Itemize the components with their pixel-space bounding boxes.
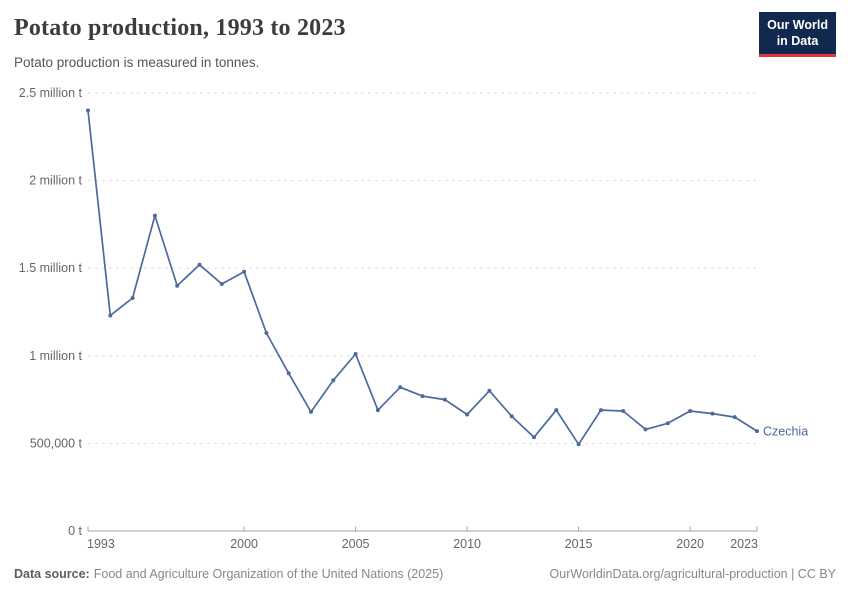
chart-subtitle: Potato production is measured in tonnes. — [14, 55, 260, 70]
owid-logo-line1: Our World — [767, 18, 828, 32]
y-tick-label: 500,000 t — [30, 436, 83, 450]
data-point[interactable] — [442, 397, 447, 402]
data-point[interactable] — [710, 411, 715, 416]
data-point[interactable] — [152, 213, 157, 218]
data-point[interactable] — [755, 429, 759, 434]
owid-logo[interactable]: Our World in Data — [759, 12, 836, 57]
x-tick-label: 2000 — [230, 537, 258, 551]
x-axis: 1993 2000 2005 2010 2015 2020 2023 — [87, 526, 758, 551]
y-tick-label: 2.5 million t — [19, 86, 83, 100]
x-tick-label: 1993 — [87, 537, 115, 551]
data-point[interactable] — [554, 408, 559, 413]
data-point[interactable] — [242, 269, 247, 274]
x-tick-label: 2010 — [453, 537, 481, 551]
y-tick-label: 2 million t — [29, 174, 82, 188]
data-point[interactable] — [353, 352, 358, 356]
data-source-text: Food and Agriculture Organization of the… — [93, 567, 444, 581]
y-tick-label: 0 t — [68, 524, 82, 538]
data-point[interactable] — [197, 262, 202, 267]
data-point[interactable] — [732, 415, 737, 420]
chart-footer: Data source: Food and Agriculture Organiz… — [14, 567, 836, 581]
data-point[interactable] — [86, 108, 90, 113]
x-tick-label: 2023 — [730, 537, 758, 551]
data-point[interactable] — [398, 385, 403, 390]
data-point[interactable] — [532, 435, 536, 440]
data-point[interactable] — [665, 421, 670, 426]
data-source: Data source: Food and Agriculture Organiz… — [14, 567, 443, 581]
data-point[interactable] — [331, 378, 336, 383]
series-czechia[interactable]: Czechia — [86, 108, 808, 447]
credit-link[interactable]: OurWorldinData.org/agricultural-producti… — [549, 567, 836, 581]
data-point[interactable] — [509, 414, 514, 419]
data-point[interactable] — [576, 442, 581, 447]
data-point[interactable] — [108, 313, 113, 318]
data-point[interactable] — [130, 296, 135, 300]
data-point[interactable] — [219, 282, 224, 286]
data-point[interactable] — [598, 408, 603, 413]
y-gridlines — [88, 92, 757, 444]
data-point[interactable] — [264, 331, 269, 335]
x-tick-label: 2020 — [676, 537, 704, 551]
data-point[interactable] — [643, 427, 648, 432]
data-point[interactable] — [688, 409, 693, 413]
data-point[interactable] — [487, 388, 492, 393]
data-point[interactable] — [375, 408, 380, 413]
series-end-label[interactable]: Czechia — [763, 425, 808, 439]
data-point[interactable] — [420, 394, 425, 399]
y-axis-labels: 0 t 500,000 t 1 million t 1.5 million t 2 mi… — [19, 86, 83, 538]
page-title: Potato production, 1993 to 2023 — [14, 15, 346, 41]
x-tick-label: 2005 — [342, 537, 370, 551]
data-point[interactable] — [309, 409, 313, 414]
y-tick-label: 1.5 million t — [19, 261, 83, 275]
data-source-label: Data source: — [14, 567, 90, 581]
owid-logo-line2: in Data — [776, 34, 819, 49]
data-point[interactable] — [286, 371, 291, 376]
data-point[interactable] — [175, 283, 180, 288]
data-point[interactable] — [621, 409, 626, 413]
data-point[interactable] — [465, 412, 470, 417]
y-tick-label: 1 million t — [29, 349, 82, 363]
x-tick-label: 2015 — [565, 537, 593, 551]
